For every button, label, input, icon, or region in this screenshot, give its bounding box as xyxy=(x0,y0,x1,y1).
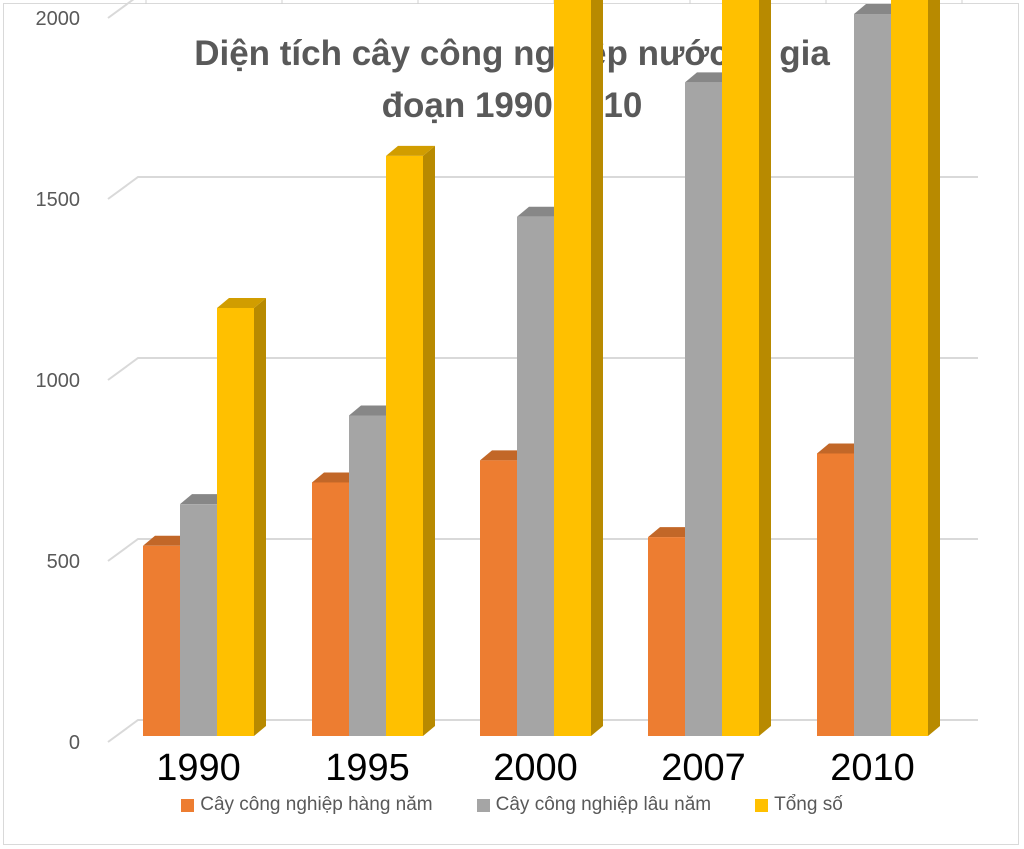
bar-top xyxy=(143,535,192,546)
bar-top xyxy=(349,405,398,416)
bar-side xyxy=(254,297,266,736)
bar-side xyxy=(928,0,940,736)
bar xyxy=(517,216,554,736)
bar xyxy=(685,82,722,737)
y-tick-label: 500 xyxy=(47,551,80,573)
bar-top xyxy=(217,297,266,308)
legend-item-perennial: Cây công nghiệp lâu năm xyxy=(476,794,712,816)
bar-top xyxy=(854,4,903,15)
bar-top xyxy=(312,472,361,483)
bar-side xyxy=(423,145,435,736)
bar xyxy=(217,307,254,736)
bar xyxy=(143,545,180,736)
y-tick-label: 0 xyxy=(69,732,80,754)
y-tick-label: 1500 xyxy=(36,189,81,211)
x-tick-label: 1990 xyxy=(156,747,241,789)
legend-label-perennial: Cây công nghiệp lâu năm xyxy=(495,794,712,815)
x-tick-label: 2010 xyxy=(830,747,915,789)
y-tick-label: 2000 xyxy=(36,8,81,30)
bar-top xyxy=(685,72,734,83)
bar xyxy=(891,0,928,736)
bar-top xyxy=(648,527,697,538)
legend-item-annual: Cây công nghiệp hàng năm xyxy=(181,794,433,816)
bar xyxy=(817,453,854,736)
bar xyxy=(648,537,685,736)
bar xyxy=(180,504,217,736)
bar xyxy=(480,460,517,736)
top-edge-ticks xyxy=(145,0,963,4)
bar-side xyxy=(759,0,771,736)
bar xyxy=(386,155,423,736)
bar xyxy=(312,482,349,736)
y-tick-label: 1000 xyxy=(36,370,81,392)
legend-swatch-annual xyxy=(181,798,195,812)
bar xyxy=(349,415,386,736)
legend-swatch-perennial xyxy=(476,798,490,812)
bar xyxy=(854,14,891,736)
bar-top xyxy=(480,450,529,461)
x-tick-label: 1995 xyxy=(325,747,410,789)
bar xyxy=(554,0,591,737)
legend-swatch-total xyxy=(755,798,769,812)
bar-top xyxy=(180,494,229,505)
bar-top xyxy=(817,443,866,454)
x-tick-label: 2007 xyxy=(661,747,746,789)
bar-side xyxy=(591,0,603,736)
legend-label-total: Tổng số xyxy=(774,794,843,815)
x-tick-label: 2000 xyxy=(493,747,578,789)
bar xyxy=(722,0,759,737)
bar-top xyxy=(386,145,435,156)
gridline xyxy=(107,176,978,200)
chart-legend: Cây công nghiệp hàng năm Cây công nghiệp… xyxy=(0,794,1024,816)
legend-label-annual: Cây công nghiệp hàng năm xyxy=(200,794,433,815)
gridline xyxy=(107,0,135,19)
bar-top xyxy=(517,206,566,217)
legend-item-total: Tổng số xyxy=(755,794,843,816)
